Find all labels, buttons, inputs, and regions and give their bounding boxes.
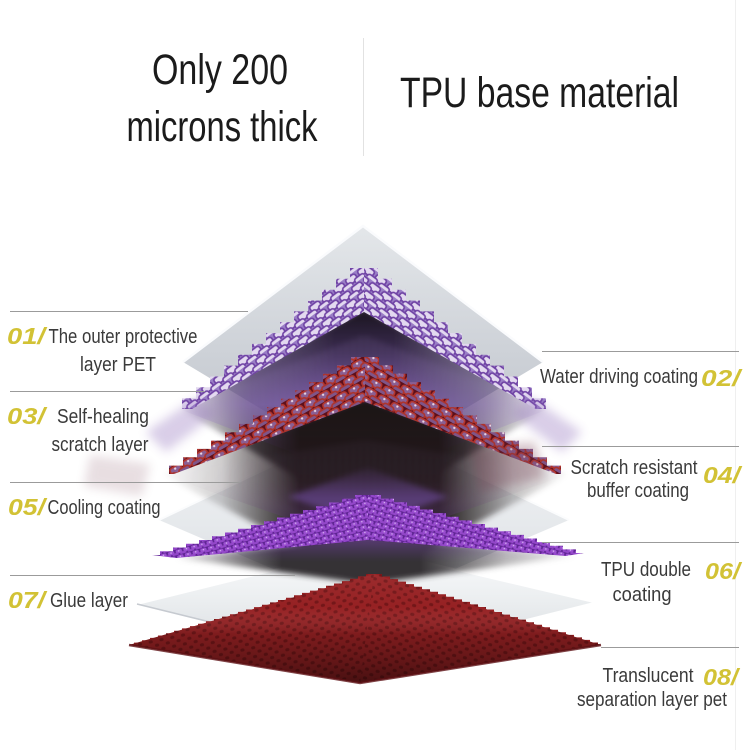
svg-text:Cooling coating: Cooling coating [48, 497, 161, 519]
svg-text:02/: 02/ [701, 365, 743, 391]
svg-text:06/: 06/ [705, 558, 743, 584]
svg-text:microns thick: microns thick [127, 103, 318, 151]
svg-text:TPU double: TPU double [601, 559, 691, 581]
svg-text:03/: 03/ [7, 403, 48, 429]
svg-text:separation layer pet: separation layer pet [577, 689, 727, 711]
svg-text:Self-healing: Self-healing [57, 406, 149, 428]
svg-text:layer PET: layer PET [80, 354, 156, 376]
svg-text:07/: 07/ [8, 587, 48, 613]
svg-text:Translucent: Translucent [603, 665, 694, 687]
svg-text:Glue layer: Glue layer [50, 590, 128, 612]
svg-text:scratch layer: scratch layer [52, 434, 149, 456]
svg-text:coating: coating [613, 584, 672, 606]
svg-text:buffer coating: buffer coating [587, 480, 689, 502]
svg-text:Water driving coating: Water driving coating [540, 366, 698, 388]
svg-text:05/: 05/ [8, 494, 48, 520]
svg-text:Scratch resistant: Scratch resistant [571, 457, 698, 479]
svg-text:01/: 01/ [7, 323, 48, 349]
svg-text:TPU base material: TPU base material [400, 69, 679, 117]
svg-text:08/: 08/ [703, 664, 741, 690]
svg-text:Only 200: Only 200 [152, 46, 288, 94]
svg-text:04/: 04/ [703, 462, 743, 488]
svg-text:The outer protective: The outer protective [49, 326, 198, 348]
